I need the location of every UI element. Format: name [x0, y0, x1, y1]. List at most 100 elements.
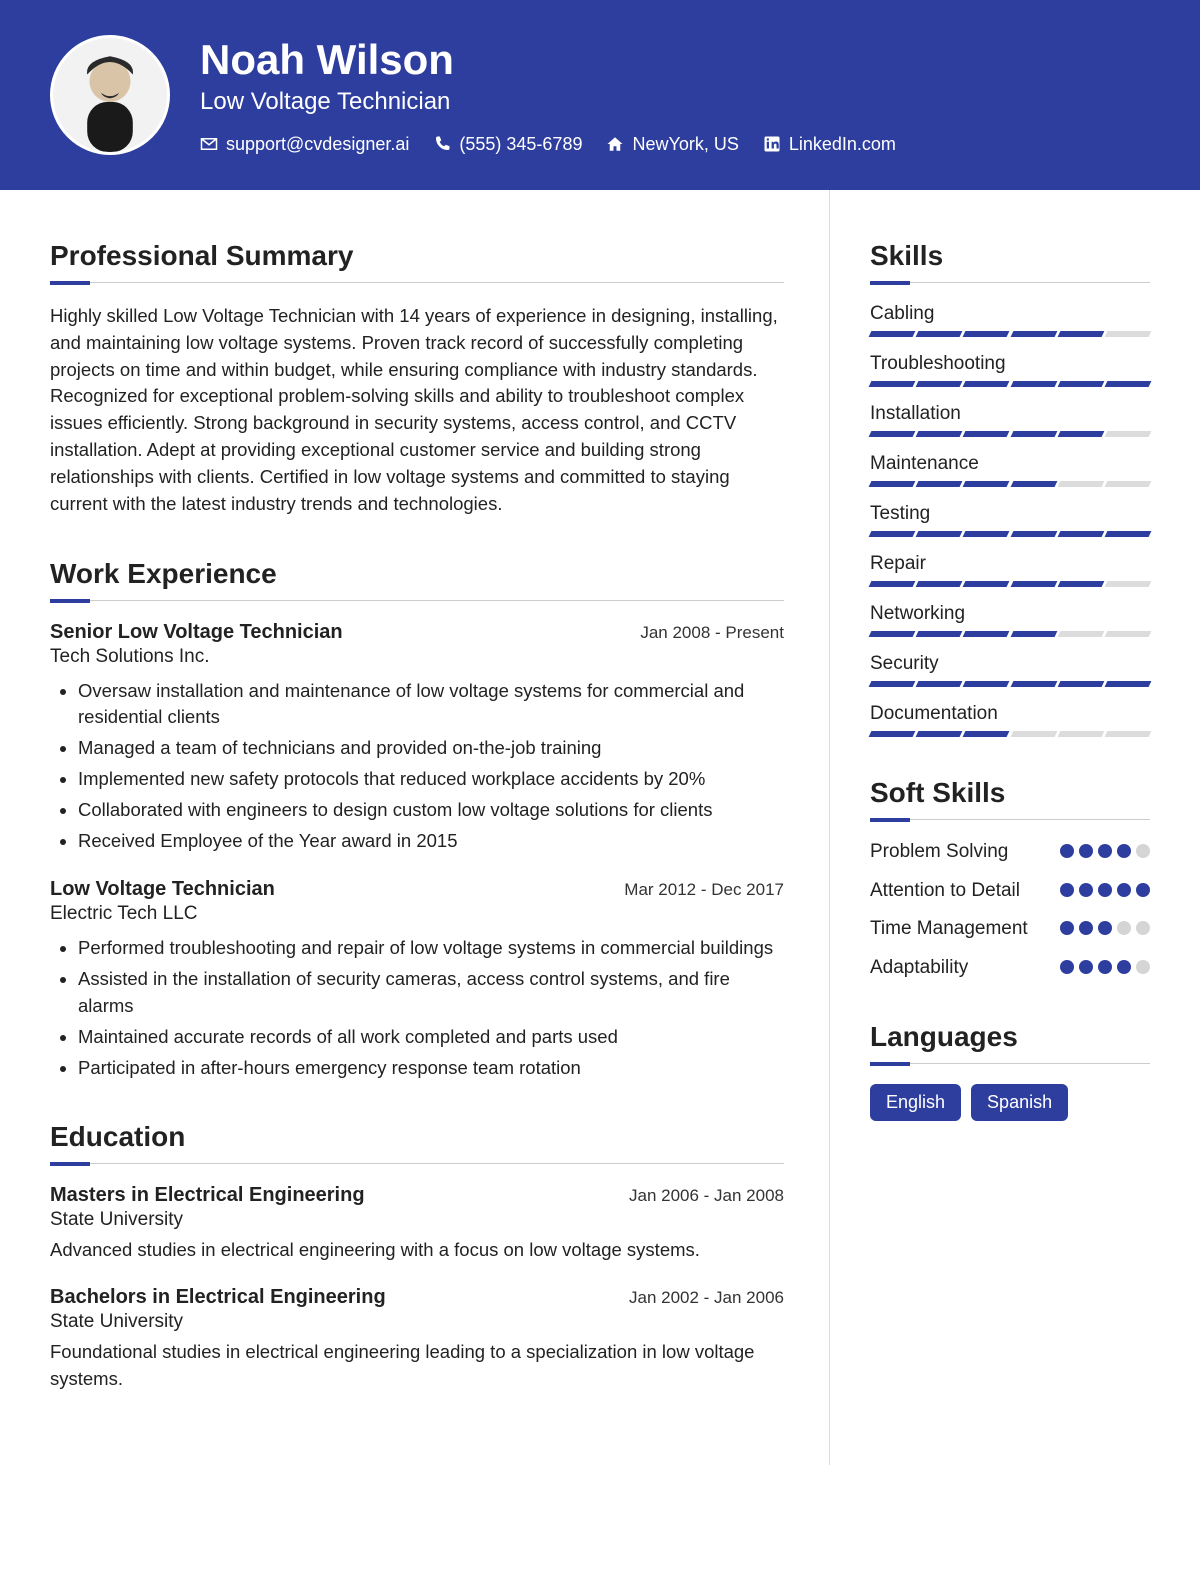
skills-list: Cabling Troubleshooting Installation Mai… — [870, 303, 1150, 737]
work-list: Senior Low Voltage Technician Jan 2008 -… — [50, 621, 784, 1082]
main-column: Professional Summary Highly skilled Low … — [0, 190, 830, 1465]
skill-segment — [1057, 331, 1104, 337]
skill-dots — [1060, 917, 1150, 935]
skill-dot — [1117, 883, 1131, 897]
skill-segment — [963, 381, 1010, 387]
soft-skill-name: Problem Solving — [870, 840, 1048, 865]
skill-segment — [963, 681, 1010, 687]
linkedin-icon — [763, 135, 781, 153]
skill-segment — [963, 581, 1010, 587]
skill-segment — [869, 731, 916, 737]
edu-date: Jan 2002 - Jan 2006 — [629, 1288, 784, 1308]
skill-segment — [1057, 431, 1104, 437]
skill-dot — [1079, 883, 1093, 897]
skill-segment — [869, 581, 916, 587]
skill-dot — [1060, 921, 1074, 935]
skill-dot — [1060, 883, 1074, 897]
job-title: Senior Low Voltage Technician — [50, 621, 343, 644]
section-title: Education — [50, 1121, 784, 1153]
edu-title: Masters in Electrical Engineering — [50, 1184, 365, 1207]
job-bullet: Managed a team of technicians and provid… — [78, 735, 784, 762]
envelope-icon — [200, 135, 218, 153]
skill-segment — [869, 531, 916, 537]
skill-segment — [1104, 331, 1151, 337]
skill-segment — [1104, 531, 1151, 537]
education-entry: Masters in Electrical Engineering Jan 20… — [50, 1184, 784, 1264]
skill-segment — [1010, 631, 1057, 637]
skill-dot — [1060, 844, 1074, 858]
skill-dot — [1079, 960, 1093, 974]
job-bullet: Performed troubleshooting and repair of … — [78, 935, 784, 962]
header-text: Noah Wilson Low Voltage Technician suppo… — [200, 36, 896, 155]
edu-title: Bachelors in Electrical Engineering — [50, 1286, 386, 1309]
work-section: Work Experience Senior Low Voltage Techn… — [50, 558, 784, 1082]
phone-icon — [433, 135, 451, 153]
education-entry: Bachelors in Electrical Engineering Jan … — [50, 1286, 784, 1393]
skill-segment — [916, 381, 963, 387]
edu-desc: Advanced studies in electrical engineeri… — [50, 1237, 784, 1264]
skill-dot — [1136, 844, 1150, 858]
soft-skill-item: Adaptability — [870, 956, 1150, 981]
side-column: Skills Cabling Troubleshooting Installat… — [830, 190, 1200, 1465]
soft-skill-name: Time Management — [870, 917, 1048, 942]
soft-skills-list: Problem Solving Attention to Detail Time… — [870, 840, 1150, 981]
skill-segment — [869, 381, 916, 387]
skill-bar — [870, 581, 1150, 587]
skill-item: Cabling — [870, 303, 1150, 337]
skill-bar — [870, 431, 1150, 437]
avatar — [50, 35, 170, 155]
skill-dots — [1060, 956, 1150, 974]
contact-row: support@cvdesigner.ai(555) 345-6789NewYo… — [200, 134, 896, 155]
resume-body: Professional Summary Highly skilled Low … — [0, 190, 1200, 1465]
job-title: Low Voltage Technician — [50, 878, 275, 901]
skill-bar — [870, 481, 1150, 487]
soft-skill-name: Attention to Detail — [870, 879, 1048, 904]
skill-segment — [916, 481, 963, 487]
skill-segment — [1010, 331, 1057, 337]
job-bullet: Collaborated with engineers to design cu… — [78, 797, 784, 824]
skill-bar — [870, 731, 1150, 737]
skill-segment — [1104, 431, 1151, 437]
section-rule — [870, 819, 1150, 820]
job-entry: Low Voltage Technician Mar 2012 - Dec 20… — [50, 878, 784, 1081]
contact-home: NewYork, US — [606, 134, 738, 155]
skill-item: Networking — [870, 603, 1150, 637]
skill-item: Documentation — [870, 703, 1150, 737]
section-title: Skills — [870, 240, 1150, 272]
language-pill: English — [870, 1084, 961, 1121]
skill-dot — [1098, 921, 1112, 935]
summary-section: Professional Summary Highly skilled Low … — [50, 240, 784, 518]
skill-bar — [870, 531, 1150, 537]
skill-segment — [963, 481, 1010, 487]
job-entry: Senior Low Voltage Technician Jan 2008 -… — [50, 621, 784, 855]
language-pill: Spanish — [971, 1084, 1068, 1121]
job-bullets: Performed troubleshooting and repair of … — [50, 935, 784, 1081]
skill-item: Troubleshooting — [870, 353, 1150, 387]
skill-segment — [1010, 381, 1057, 387]
skill-segment — [1057, 481, 1104, 487]
skill-bar — [870, 381, 1150, 387]
skill-name: Installation — [870, 403, 1150, 425]
skill-segment — [916, 731, 963, 737]
skill-dot — [1117, 921, 1131, 935]
job-company: Electric Tech LLC — [50, 903, 784, 925]
skill-name: Troubleshooting — [870, 353, 1150, 375]
skill-name: Testing — [870, 503, 1150, 525]
skill-segment — [1010, 481, 1057, 487]
skill-segment — [1104, 581, 1151, 587]
job-bullet: Oversaw installation and maintenance of … — [78, 678, 784, 732]
section-title: Professional Summary — [50, 240, 784, 272]
soft-skill-item: Time Management — [870, 917, 1150, 942]
contact-text: NewYork, US — [632, 134, 738, 155]
skill-dot — [1098, 883, 1112, 897]
skill-item: Testing — [870, 503, 1150, 537]
skill-dot — [1136, 921, 1150, 935]
job-bullet: Participated in after-hours emergency re… — [78, 1055, 784, 1082]
section-rule — [870, 1063, 1150, 1064]
skill-dots — [1060, 879, 1150, 897]
skill-segment — [916, 681, 963, 687]
skill-segment — [1057, 381, 1104, 387]
skill-segment — [1010, 581, 1057, 587]
person-name: Noah Wilson — [200, 36, 896, 84]
skill-segment — [1057, 631, 1104, 637]
